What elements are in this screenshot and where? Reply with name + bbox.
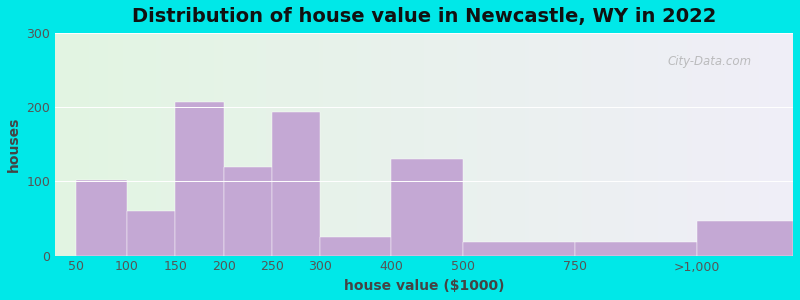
Bar — [272, 112, 320, 256]
Bar — [175, 102, 224, 256]
Bar — [697, 221, 793, 256]
Bar — [391, 159, 462, 256]
Bar — [126, 211, 175, 256]
Title: Distribution of house value in Newcastle, WY in 2022: Distribution of house value in Newcastle… — [132, 7, 716, 26]
Bar — [575, 242, 697, 256]
X-axis label: house value ($1000): house value ($1000) — [344, 279, 504, 293]
Y-axis label: houses: houses — [7, 117, 21, 172]
Bar — [224, 167, 272, 256]
Bar — [320, 237, 391, 256]
Bar — [462, 242, 575, 256]
Bar — [76, 180, 126, 256]
Text: City-Data.com: City-Data.com — [668, 56, 752, 68]
